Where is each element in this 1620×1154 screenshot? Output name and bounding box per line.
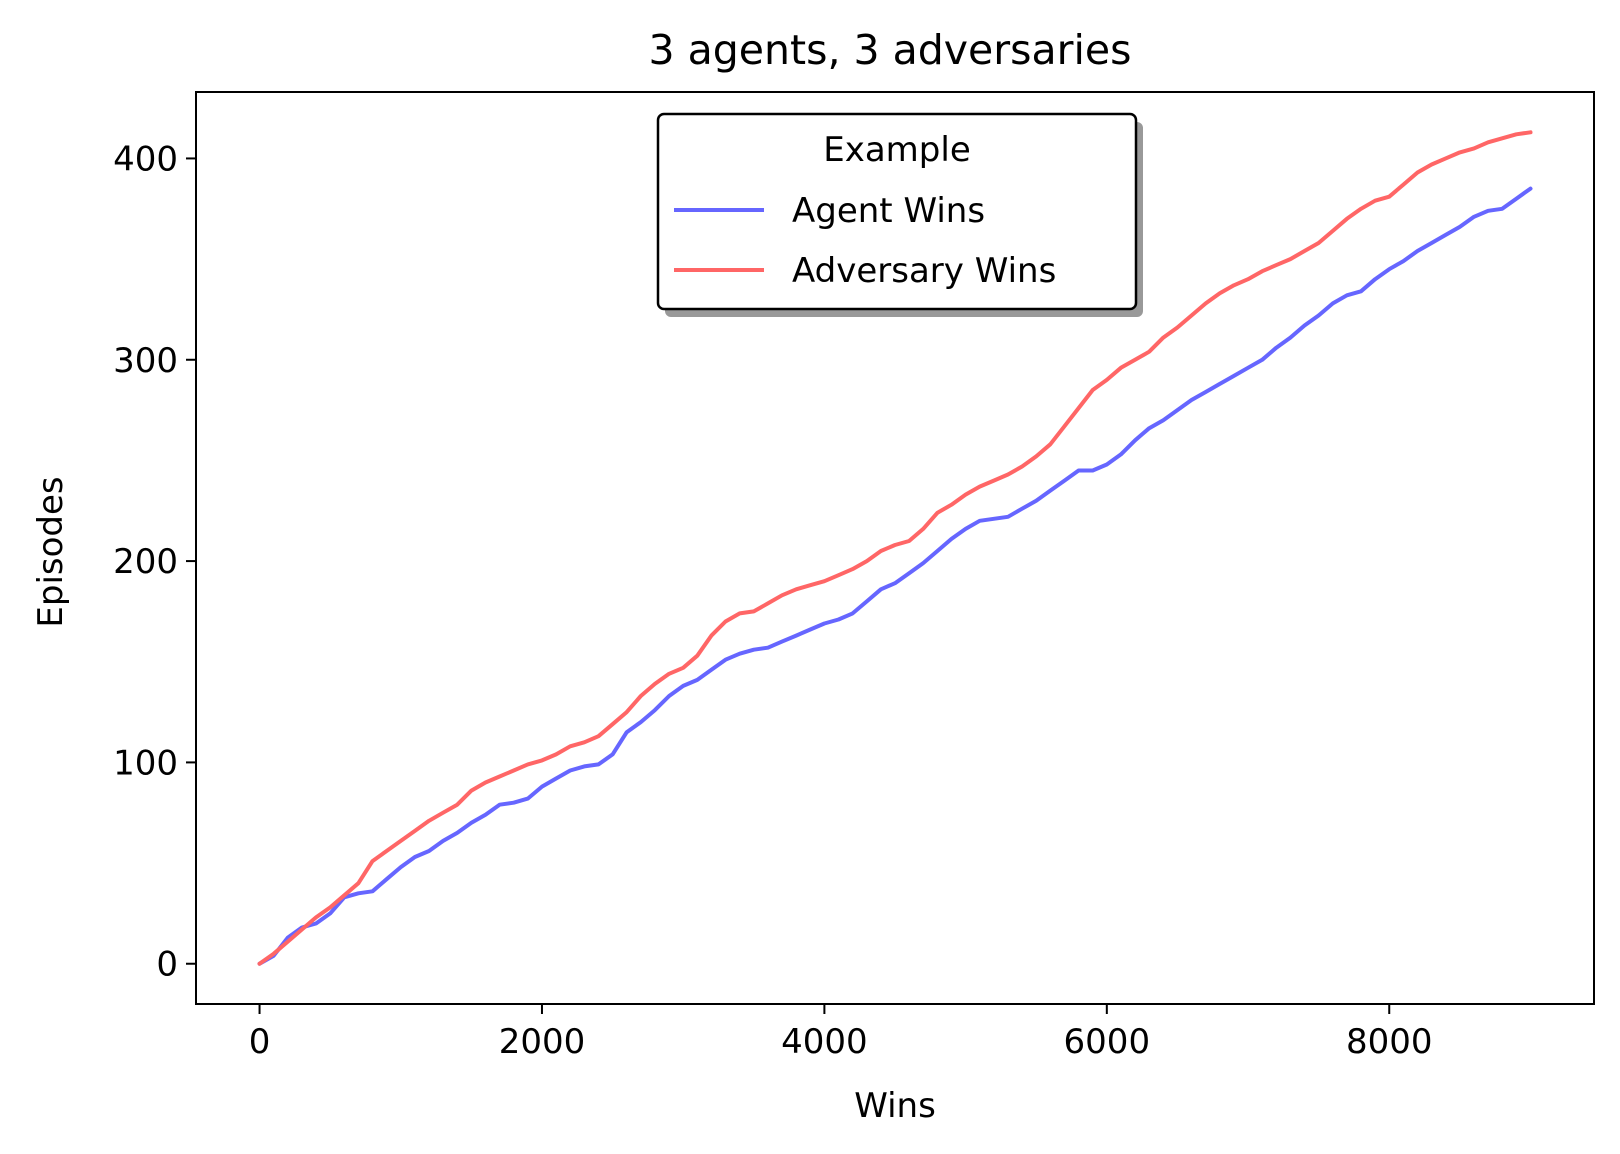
y-axis-ticks: 0 100 200 300 400: [113, 139, 196, 985]
series-line-agent-wins: [257, 186, 1533, 966]
y-tick-label: 200: [113, 542, 178, 582]
y-tick-label: 300: [113, 341, 178, 381]
y-tick-label: 0: [156, 945, 178, 985]
plot-area-frame: [195, 91, 1595, 1005]
x-tick-label: 8000: [1346, 1022, 1433, 1062]
y-axis-label: Episodes: [31, 476, 71, 627]
legend-label: Agent Wins: [792, 191, 985, 231]
legend-entries: Agent Wins Adversary Wins: [674, 191, 1056, 291]
x-axis-label: Wins: [854, 1086, 936, 1126]
x-tick-label: 2000: [499, 1022, 586, 1062]
y-tick-label: 100: [113, 743, 178, 783]
legend-label: Adversary Wins: [792, 251, 1056, 291]
legend-box: [656, 112, 1138, 311]
x-axis-ticks: 0 2000 4000 6000 8000: [249, 1004, 1433, 1062]
legend-title: Example: [823, 130, 971, 170]
x-tick-label: 4000: [781, 1022, 868, 1062]
series-line-adversary-wins: [257, 130, 1533, 966]
legend: Example Agent Wins Adversary Wins: [656, 112, 1143, 317]
x-tick-label: 6000: [1064, 1022, 1151, 1062]
chart-title: 3 agents, 3 adversaries: [649, 26, 1132, 74]
series-group: [257, 130, 1533, 966]
x-tick-label: 0: [249, 1022, 271, 1062]
y-tick-label: 400: [113, 139, 178, 179]
